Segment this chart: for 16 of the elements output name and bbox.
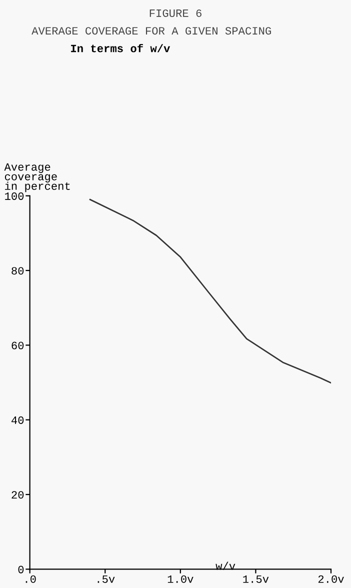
chart-title: FIGURE 6 <box>150 9 202 17</box>
x-tick-label: .5v <box>98 575 115 583</box>
x-tick-label: 2.0v <box>318 575 344 583</box>
y-tick-label: 60 <box>12 342 24 350</box>
text: In terms of w/v <box>71 44 170 52</box>
x-tick-label: .0 <box>26 575 36 583</box>
y-tick-label: 80 <box>12 267 24 275</box>
y-tick-label: 100 <box>5 192 24 200</box>
x-tick-label: 1.0v <box>168 575 194 583</box>
y-tick-label: 20 <box>12 491 24 499</box>
x-tick-label: 1.5v <box>243 575 269 583</box>
line-series <box>89 198 331 384</box>
y-tick-label: 0 <box>18 566 24 574</box>
y-tick-label: 40 <box>12 416 24 424</box>
y-axis-title: Average coverage in percent <box>4 163 70 192</box>
chart-subtitle: AVERAGE COVERAGE FOR A GIVEN SPACING <box>32 27 271 35</box>
